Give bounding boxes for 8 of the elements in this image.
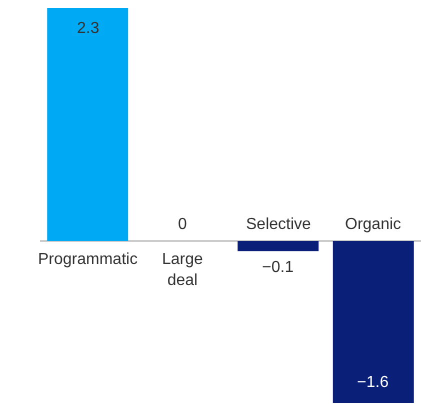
x-tick-label: Large deal [162,251,204,289]
data-label: −1.6 [357,374,389,391]
x-tick-label: Programmatic [38,251,138,268]
data-label: −0.1 [262,259,294,276]
x-tick-label: Selective [246,216,312,233]
data-label: 2.3 [77,20,100,37]
data-label: 0 [178,216,187,233]
x-tick-label: Organic [345,216,402,233]
